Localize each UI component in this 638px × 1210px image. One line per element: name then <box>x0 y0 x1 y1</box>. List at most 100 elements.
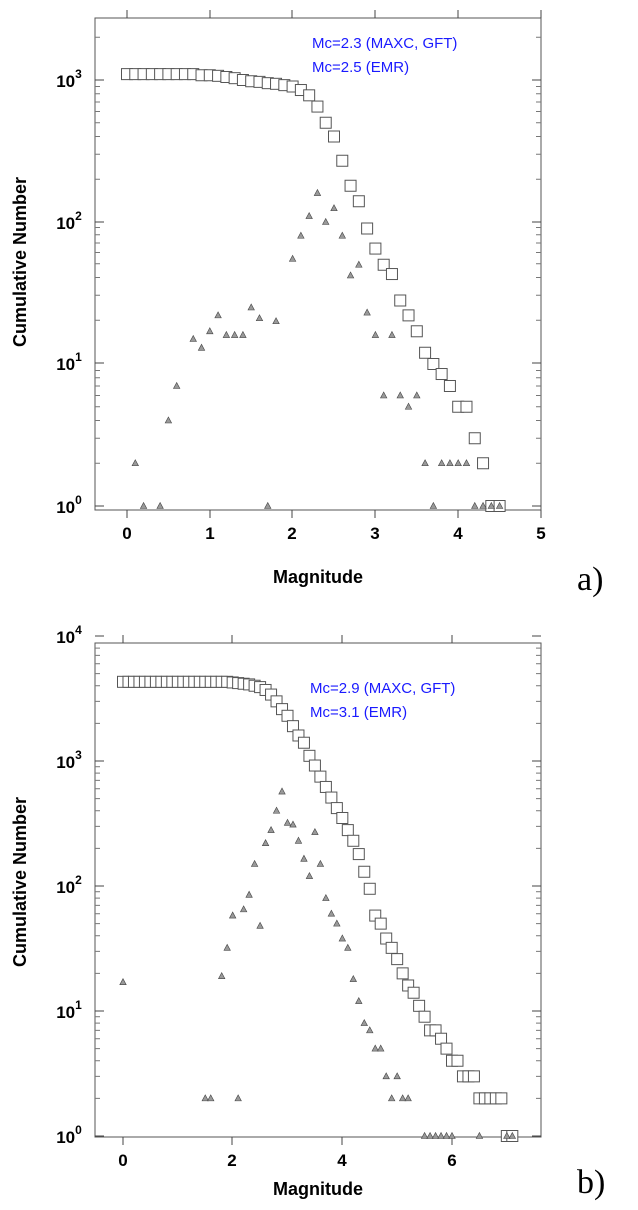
cumulative-point <box>477 457 490 470</box>
noncumulative-point <box>388 330 396 338</box>
noncumulative-point <box>371 330 380 338</box>
cumulative-point <box>419 346 432 359</box>
noncumulative-point <box>338 231 346 239</box>
noncumulative-point <box>264 501 272 509</box>
y-axis-label: Cumulative Number <box>10 797 30 967</box>
noncumulative-point <box>437 1131 445 1139</box>
cumulative-point <box>344 179 357 192</box>
noncumulative-point <box>313 188 322 196</box>
y-tick-label: 100 <box>56 1123 82 1147</box>
cumulative-point <box>467 1070 480 1083</box>
noncumulative-point <box>261 839 270 846</box>
cumulative-point <box>443 379 456 392</box>
noncumulative-point <box>495 501 504 509</box>
noncumulative-point <box>349 974 358 982</box>
cumulative-point <box>410 325 423 338</box>
x-tick-label: 0 <box>118 1151 127 1170</box>
y-tick-label: 104 <box>56 623 82 647</box>
cumulative-point <box>311 100 324 113</box>
noncumulative-point <box>429 501 438 509</box>
x-tick-label: 0 <box>122 524 131 543</box>
noncumulative-point <box>454 459 462 467</box>
noncumulative-point <box>239 905 248 913</box>
cumulative-point <box>427 358 440 370</box>
noncumulative-point <box>250 859 259 867</box>
cumulative-point <box>451 1054 464 1067</box>
noncumulative-point <box>393 1072 401 1080</box>
noncumulative-point <box>230 330 239 338</box>
noncumulative-point <box>344 943 352 951</box>
noncumulative-point <box>300 854 308 862</box>
noncumulative-point <box>508 1131 517 1139</box>
plot-frame <box>94 642 542 1138</box>
cumulative-point <box>377 258 390 271</box>
cumulative-point <box>319 116 332 129</box>
noncumulative-point <box>503 1131 511 1139</box>
noncumulative-point <box>228 911 237 919</box>
noncumulative-point <box>164 416 173 424</box>
noncumulative-point <box>471 501 479 509</box>
cumulative-point <box>407 986 420 999</box>
cumulative-point <box>396 967 409 980</box>
noncumulative-point <box>316 859 325 867</box>
noncumulative-point <box>272 806 281 814</box>
noncumulative-point <box>421 459 429 467</box>
cumulative-point <box>495 1092 508 1105</box>
noncumulative-point <box>289 820 297 828</box>
noncumulative-point <box>330 204 338 212</box>
noncumulative-point <box>396 391 404 399</box>
noncumulative-point <box>379 391 388 399</box>
cumulative-point <box>352 195 365 208</box>
noncumulative-point <box>322 893 330 901</box>
noncumulative-point <box>214 311 222 319</box>
cumulative-point <box>325 791 338 804</box>
noncumulative-point <box>119 978 127 985</box>
noncumulative-point <box>322 217 330 225</box>
y-tick-label: 101 <box>56 998 82 1022</box>
noncumulative-point <box>346 271 355 279</box>
noncumulative-point <box>156 501 164 509</box>
noncumulative-point <box>437 459 446 467</box>
chart-panel-a: 0 1 2 3 4 5 100 101 102 103 Mc=2.3 (MAXC, GFT) Mc=2… <box>10 10 603 598</box>
noncumulative-point <box>366 1026 374 1034</box>
cumulative-point <box>341 824 354 837</box>
noncumulative-point <box>255 314 264 322</box>
noncumulative-point <box>327 909 336 917</box>
noncumulative-point <box>207 1094 215 1102</box>
noncumulative-point <box>172 381 181 389</box>
cumulative-point <box>402 309 415 322</box>
noncumulative-point <box>247 303 255 311</box>
cumulative-point <box>385 941 398 954</box>
x-tick-label: 3 <box>370 524 379 543</box>
noncumulative-point <box>371 1044 379 1052</box>
noncumulative-point <box>475 1131 484 1139</box>
noncumulative-point <box>479 501 487 509</box>
noncumulative-point <box>446 459 454 467</box>
noncumulative-point <box>363 308 371 316</box>
cumulative-point <box>418 1010 431 1023</box>
noncumulative-point <box>139 501 148 509</box>
noncumulative-point <box>272 317 280 325</box>
noncumulative-point <box>267 825 275 833</box>
x-tick-label: 4 <box>337 1151 347 1170</box>
cumulative-point <box>460 400 473 413</box>
noncumulative-point <box>431 1131 440 1139</box>
y-tick-label: 102 <box>56 209 82 233</box>
noncumulative-point <box>206 327 214 335</box>
noncumulative-point <box>283 818 292 826</box>
cumulative-point <box>361 222 374 235</box>
cumulative-point <box>358 865 371 878</box>
noncumulative-point <box>218 972 226 979</box>
noncumulative-point <box>131 459 139 467</box>
noncumulative-point <box>360 1018 368 1026</box>
cumulative-point <box>363 882 376 895</box>
x-tick-label: 2 <box>227 1151 236 1170</box>
cumulative-point <box>374 917 387 930</box>
noncumulative-point <box>297 231 305 239</box>
noncumulative-point <box>245 890 253 898</box>
noncumulative-point <box>333 919 341 927</box>
cumulative-point <box>336 811 349 824</box>
x-tick-label: 6 <box>447 1151 456 1170</box>
y-tick-label: 103 <box>56 748 82 772</box>
noncumulative-point <box>197 343 206 351</box>
